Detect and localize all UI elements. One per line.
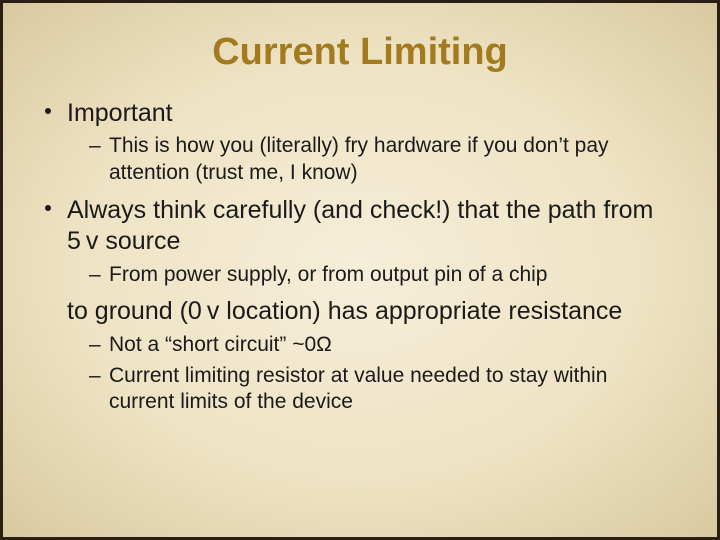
bullet-icon xyxy=(45,108,67,114)
bullet-line: Important xyxy=(45,98,675,129)
list-item: Always think carefully (and check!) that… xyxy=(45,195,675,416)
slide-body: Important – This is how you (literally) … xyxy=(3,98,717,416)
slide: Current Limiting Important – This is how… xyxy=(0,0,720,540)
list-item: – From power supply, or from output pin … xyxy=(89,262,675,289)
list-item: – Current limiting resistor at value nee… xyxy=(89,363,675,417)
sub-bullet-text: This is how you (literally) fry hardware… xyxy=(109,133,675,187)
dash-icon: – xyxy=(89,262,109,289)
bullet-list: Important – This is how you (literally) … xyxy=(45,98,675,416)
list-item: Important – This is how you (literally) … xyxy=(45,98,675,187)
bullet-text: Important xyxy=(67,98,675,129)
bullet-text: Always think carefully (and check!) that… xyxy=(67,195,675,258)
bullet-icon xyxy=(45,205,67,211)
slide-title: Current Limiting xyxy=(3,3,717,98)
sub-list: – From power supply, or from output pin … xyxy=(45,262,675,289)
sub-list: – Not a “short circuit” ~0Ω – Current li… xyxy=(45,332,675,417)
dash-icon: – xyxy=(89,332,109,359)
dash-icon: – xyxy=(89,133,109,160)
dash-icon: – xyxy=(89,363,109,390)
sub-bullet-text: From power supply, or from output pin of… xyxy=(109,262,675,289)
list-item: – This is how you (literally) fry hardwa… xyxy=(89,133,675,187)
sub-list: – This is how you (literally) fry hardwa… xyxy=(45,133,675,187)
list-item: – Not a “short circuit” ~0Ω xyxy=(89,332,675,359)
sub-bullet-text: Current limiting resistor at value neede… xyxy=(109,363,675,417)
bullet-continuation: to ground (0 v location) has appropriate… xyxy=(45,296,675,327)
bullet-line: Always think carefully (and check!) that… xyxy=(45,195,675,258)
sub-bullet-text: Not a “short circuit” ~0Ω xyxy=(109,332,675,359)
